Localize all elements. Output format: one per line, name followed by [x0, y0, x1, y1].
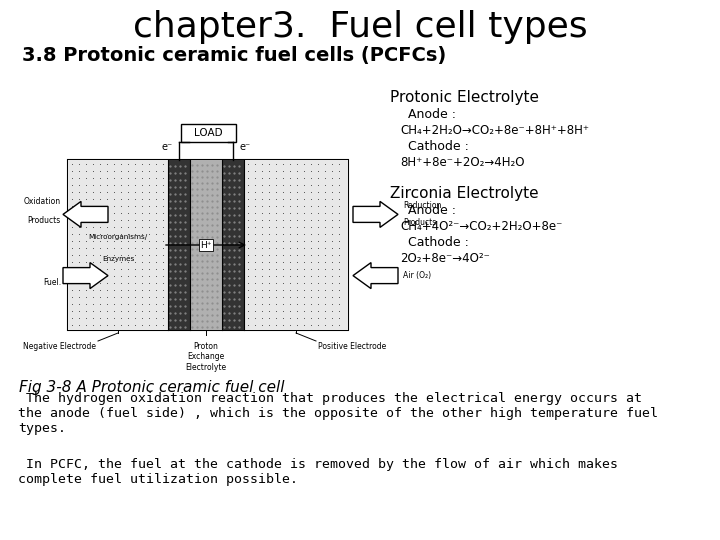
Text: 3.8 Protonic ceramic fuel cells (PCFCs): 3.8 Protonic ceramic fuel cells (PCFCs)	[22, 46, 446, 65]
Bar	[222, 160, 244, 330]
Bar	[244, 160, 348, 330]
Text: CH₄+4O²⁻→CO₂+2H₂O+8e⁻: CH₄+4O²⁻→CO₂+2H₂O+8e⁻	[400, 220, 562, 233]
Text: Fuel.: Fuel.	[43, 278, 61, 287]
Text: Enzymes: Enzymes	[102, 255, 134, 261]
Text: The hydrogen oxidation reaction that produces the electrical energy occurs at
th: The hydrogen oxidation reaction that pro…	[18, 392, 658, 435]
Text: Positive Electrode: Positive Electrode	[318, 342, 386, 351]
Text: 2O₂+8e⁻→4O²⁻: 2O₂+8e⁻→4O²⁻	[400, 252, 490, 265]
Text: Products: Products	[403, 218, 436, 227]
Text: Zirconia Electrolyte: Zirconia Electrolyte	[390, 186, 539, 201]
Text: Anode :: Anode :	[400, 107, 456, 120]
Text: Microorganisms/: Microorganisms/	[89, 233, 148, 240]
Text: e⁻: e⁻	[240, 142, 251, 152]
Polygon shape	[63, 201, 108, 227]
Text: Fig 3-8 A Protonic ceramic fuel cell: Fig 3-8 A Protonic ceramic fuel cell	[19, 380, 284, 395]
Text: Air (O₂): Air (O₂)	[403, 271, 431, 280]
Text: CH₄+2H₂O→CO₂+8e⁻+8H⁺+8H⁺: CH₄+2H₂O→CO₂+8e⁻+8H⁺+8H⁺	[400, 124, 589, 137]
Bar	[181, 124, 235, 142]
Text: Negative Electrode: Negative Electrode	[23, 342, 96, 351]
Text: Protonic Electrolyte: Protonic Electrolyte	[390, 90, 539, 105]
Polygon shape	[353, 201, 398, 227]
Text: LOAD: LOAD	[194, 128, 222, 138]
Text: Oxidation: Oxidation	[24, 198, 61, 206]
Text: 8H⁺+8e⁻+2O₂→4H₂O: 8H⁺+8e⁻+2O₂→4H₂O	[400, 156, 524, 168]
Text: Proton
Exchange
Electrolyte: Proton Exchange Electrolyte	[186, 342, 227, 372]
Text: Cathode :: Cathode :	[400, 235, 469, 248]
Text: chapter3.  Fuel cell types: chapter3. Fuel cell types	[132, 10, 588, 44]
Text: In PCFC, the fuel at the cathode is removed by the flow of air which makes
compl: In PCFC, the fuel at the cathode is remo…	[18, 458, 618, 486]
Polygon shape	[63, 262, 108, 288]
Text: e⁻: e⁻	[161, 142, 173, 152]
Text: Cathode :: Cathode :	[400, 140, 469, 153]
Text: Anode :: Anode :	[400, 204, 456, 217]
Text: H⁺: H⁺	[200, 240, 212, 249]
Polygon shape	[353, 262, 398, 288]
Bar	[68, 160, 168, 330]
Text: Products: Products	[28, 217, 61, 225]
Bar	[68, 160, 348, 330]
Text: Reduction: Reduction	[403, 201, 441, 211]
Bar	[168, 160, 190, 330]
Bar	[190, 160, 222, 330]
